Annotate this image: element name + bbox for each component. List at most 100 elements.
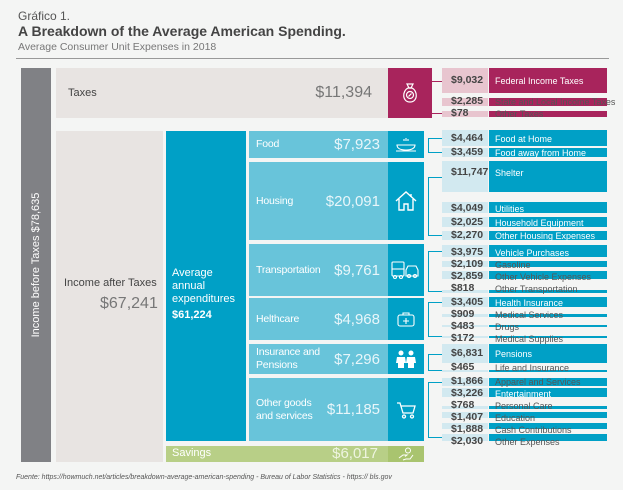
detail-value-box bbox=[442, 434, 488, 441]
detail-value-box bbox=[442, 161, 488, 192]
detail-value: $1,407 bbox=[451, 411, 484, 423]
detail-label: Other Vehicle Expenses bbox=[495, 272, 592, 282]
detail-value: $483 bbox=[451, 320, 475, 332]
detail-label: Drugs bbox=[495, 322, 520, 332]
detail-text: $1,888 Cash Contributions bbox=[442, 424, 607, 436]
detail-row bbox=[442, 297, 607, 307]
detail-bar bbox=[489, 245, 607, 257]
detail-bar bbox=[489, 161, 607, 192]
detail-value: $3,226 bbox=[451, 387, 484, 399]
detail-text: $2,285 State and Local Income Taxes bbox=[442, 95, 615, 108]
page-subtitle: Average Consumer Unit Expenses in 2018 bbox=[18, 41, 217, 53]
detail-bar bbox=[489, 231, 607, 240]
detail-row bbox=[442, 388, 607, 397]
category-helthcare: Helthcare $4,968 bbox=[249, 298, 388, 340]
detail-row bbox=[442, 231, 607, 240]
detail-text: $465 Life and Insurance bbox=[442, 362, 607, 374]
detail-label: Medical Services bbox=[495, 310, 564, 320]
detail-value: $172 bbox=[451, 332, 475, 344]
detail-value: $2,025 bbox=[451, 216, 484, 228]
average-expenditures-label: Average annual expenditures bbox=[172, 267, 235, 305]
detail-row bbox=[442, 344, 607, 363]
detail-row bbox=[442, 423, 607, 429]
detail-value: $4,049 bbox=[451, 202, 484, 214]
divider bbox=[16, 58, 609, 59]
detail-value: $11,747 bbox=[451, 166, 489, 178]
money-bag-percent-icon bbox=[388, 68, 432, 118]
detail-text: $1,866 Apparel and Services bbox=[442, 376, 607, 388]
detail-label: Vehicle Purchases bbox=[495, 248, 570, 258]
detail-bar bbox=[489, 370, 607, 372]
detail-bar bbox=[489, 378, 607, 386]
detail-label: Shelter bbox=[495, 168, 524, 178]
detail-value-box bbox=[442, 245, 488, 257]
detail-label: Other Expenses bbox=[495, 437, 560, 447]
savings-label: Savings bbox=[172, 447, 212, 459]
detail-label: Federal Income Taxes bbox=[495, 76, 584, 86]
detail-bar bbox=[489, 68, 607, 93]
detail-row bbox=[442, 68, 607, 93]
detail-row bbox=[442, 434, 607, 441]
detail-label: Utilities bbox=[495, 204, 525, 214]
detail-label: State and Local Income Taxes bbox=[495, 97, 616, 107]
detail-value: $2,270 bbox=[451, 229, 484, 241]
detail-bar bbox=[489, 202, 607, 213]
detail-label: Apparel and Services bbox=[495, 377, 581, 387]
detail-label: Household Equipment bbox=[495, 218, 584, 228]
detail-value-box bbox=[442, 378, 488, 386]
detail-row bbox=[442, 245, 607, 257]
detail-row bbox=[442, 217, 607, 227]
savings-block: Savings $6,017 bbox=[166, 445, 388, 462]
detail-bar bbox=[489, 261, 607, 267]
detail-row bbox=[442, 148, 607, 157]
elderly-couple-icon bbox=[388, 344, 424, 374]
detail-row bbox=[442, 406, 607, 409]
detail-value: $3,459 bbox=[451, 146, 484, 158]
detail-value-box bbox=[442, 68, 488, 93]
detail-text: $2,859 Other Vehicle Expenses bbox=[442, 270, 607, 283]
category-value: $7,923 bbox=[334, 136, 380, 153]
detail-row bbox=[442, 378, 607, 386]
detail-value-box bbox=[442, 412, 488, 418]
detail-label: Food away from Home bbox=[495, 148, 587, 158]
detail-text: $3,459 Food away from Home bbox=[442, 146, 607, 159]
detail-value: $4,464 bbox=[451, 131, 484, 144]
detail-text: $2,109 Gasoline bbox=[442, 259, 607, 271]
detail-value: $2,030 bbox=[451, 435, 484, 447]
page-title: A Breakdown of the Average American Spen… bbox=[18, 23, 346, 39]
category-housing: Housing $20,091 bbox=[249, 162, 388, 240]
detail-label: Entertainment bbox=[495, 389, 552, 399]
detail-bar bbox=[489, 412, 607, 418]
detail-value-box bbox=[442, 314, 488, 317]
detail-text: $2,025 Household Equipment bbox=[442, 216, 607, 229]
detail-text: $2,030 Other Expenses bbox=[442, 435, 607, 448]
detail-value-box bbox=[442, 202, 488, 213]
category-value: $9,761 bbox=[334, 261, 380, 279]
detail-label: Food at Home bbox=[495, 133, 553, 144]
detail-value: $2,285 bbox=[451, 95, 484, 107]
figure-kicker: Gráfico 1. bbox=[18, 9, 71, 23]
detail-bar bbox=[489, 217, 607, 227]
detail-value-box bbox=[442, 98, 488, 106]
detail-text: $11,747 Shelter bbox=[442, 166, 607, 179]
detail-value-box bbox=[442, 406, 488, 409]
bus-car-icon bbox=[388, 244, 424, 296]
detail-row bbox=[442, 130, 607, 146]
detail-value-box bbox=[442, 423, 488, 429]
detail-value-box bbox=[442, 290, 488, 293]
detail-bar bbox=[489, 98, 607, 106]
connector-transportation bbox=[428, 251, 442, 292]
detail-text: $9,032 Federal Income Taxes bbox=[442, 75, 607, 87]
detail-bar bbox=[489, 148, 607, 157]
income-before-taxes-bar bbox=[21, 68, 51, 462]
detail-value-box bbox=[442, 130, 488, 146]
detail-value-box bbox=[442, 231, 488, 240]
detail-text: $2,270 Other Housing Expenses bbox=[442, 229, 607, 242]
detail-value: $2,859 bbox=[451, 270, 484, 282]
category-other: Other goods and services $11,185 bbox=[249, 378, 388, 441]
detail-row bbox=[442, 111, 607, 117]
category-label: Housing bbox=[256, 194, 294, 207]
connector-taxes bbox=[428, 80, 442, 114]
detail-value: $6,831 bbox=[451, 347, 484, 359]
connector-food bbox=[428, 138, 442, 153]
